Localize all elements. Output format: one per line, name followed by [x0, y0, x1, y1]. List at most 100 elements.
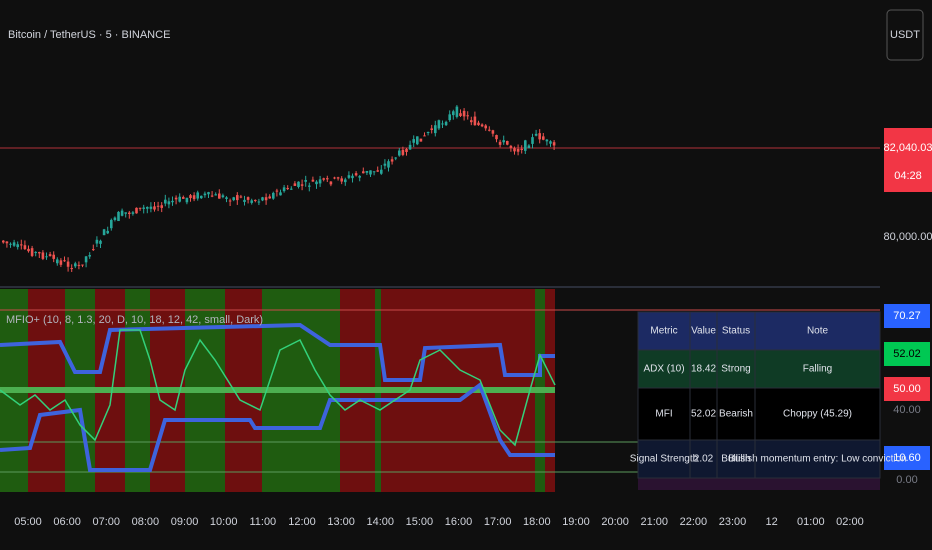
- candle: [74, 263, 77, 267]
- candle: [398, 150, 401, 156]
- candle: [290, 188, 293, 190]
- candle: [225, 197, 228, 199]
- currency-button[interactable]: [886, 9, 924, 61]
- table-row: [637, 387, 881, 441]
- candle: [416, 136, 419, 145]
- candle: [444, 121, 448, 126]
- candle: [149, 206, 153, 209]
- candle: [545, 139, 549, 142]
- candle: [502, 140, 505, 143]
- table-row: [637, 439, 881, 479]
- candle: [9, 243, 12, 245]
- candle: [297, 181, 300, 188]
- candle: [448, 114, 451, 121]
- axis-label: 50.00: [893, 383, 921, 395]
- candle: [70, 268, 73, 270]
- axis-label: 52.02: [893, 348, 921, 360]
- candle: [452, 111, 455, 116]
- axis-label: 10.60: [893, 452, 921, 464]
- candle: [106, 230, 109, 234]
- candle: [462, 110, 466, 117]
- table-cell: Bearish: [719, 409, 753, 420]
- candle: [477, 122, 480, 126]
- time-label: 22:00: [680, 516, 708, 528]
- table-row: [637, 349, 881, 389]
- candle: [394, 157, 397, 159]
- candle: [311, 179, 315, 182]
- candle: [48, 254, 52, 257]
- table-header: Value: [691, 326, 716, 337]
- table-cell: Bullish: [721, 454, 750, 465]
- mfi-line: [0, 329, 556, 447]
- time-label: 21:00: [640, 516, 668, 528]
- candle: [484, 125, 487, 129]
- candle: [210, 195, 214, 197]
- table-cell: 52.02: [691, 409, 716, 420]
- candle: [491, 130, 495, 134]
- candle: [185, 197, 189, 203]
- candle: [27, 248, 30, 252]
- last-price-box: [884, 128, 932, 192]
- candle: [232, 197, 235, 201]
- time-label: 09:00: [171, 516, 199, 528]
- candle: [549, 141, 552, 144]
- table-cell: Falling: [803, 364, 832, 375]
- candle: [531, 137, 534, 144]
- candle: [480, 124, 484, 127]
- candle: [38, 252, 41, 254]
- candle: [77, 264, 81, 266]
- candle: [534, 133, 538, 136]
- candle: [128, 212, 131, 215]
- candle: [113, 217, 117, 220]
- candle: [538, 133, 541, 140]
- candle: [239, 196, 243, 198]
- time-label: 20:00: [601, 516, 629, 528]
- lower-band: [0, 381, 555, 472]
- candle: [153, 206, 156, 210]
- candle: [333, 177, 336, 179]
- candle: [200, 195, 203, 199]
- candle: [120, 210, 124, 216]
- time-label: 05:00: [14, 516, 42, 528]
- upper-band: [0, 322, 555, 382]
- candle: [45, 256, 48, 258]
- candle: [434, 125, 437, 134]
- candle: [412, 139, 415, 143]
- currency[interactable]: USDT: [890, 29, 920, 41]
- time-label: 12: [766, 516, 778, 528]
- table-cell: Strong: [721, 364, 750, 375]
- label-box: [884, 342, 930, 366]
- candle: [196, 192, 199, 199]
- time-label: 06:00: [53, 516, 81, 528]
- candle: [88, 255, 91, 257]
- candle: [426, 131, 430, 133]
- candle: [308, 185, 311, 187]
- candle: [347, 175, 351, 178]
- table-cell: Bullish momentum entry: Low conviction: [728, 454, 906, 465]
- axis-label: 70.27: [893, 310, 921, 322]
- label-box: [884, 304, 930, 328]
- time-label: 19:00: [562, 516, 590, 528]
- last-price: 82,040.03: [884, 142, 932, 154]
- candle: [380, 169, 383, 174]
- time-label: 16:00: [445, 516, 473, 528]
- candle: [408, 144, 412, 150]
- candle: [243, 199, 246, 202]
- candle: [182, 197, 185, 199]
- time-label: 23:00: [719, 516, 747, 528]
- table-cell: MFI: [655, 409, 672, 420]
- table-cell: 2.02: [694, 454, 714, 465]
- time-label: 07:00: [93, 516, 121, 528]
- candle: [246, 197, 250, 200]
- candle: [437, 120, 441, 129]
- time-label: 17:00: [484, 516, 512, 528]
- time-axis: 05:00 06:00 07:00 08:00 09:00 10:00 11:00 12:00…: [14, 516, 863, 528]
- table-cell: Signal Strength: [630, 454, 698, 465]
- candle: [401, 149, 405, 155]
- candle: [369, 170, 372, 175]
- candle: [2, 240, 5, 243]
- axis-label: 40.00: [893, 404, 921, 416]
- candle: [362, 171, 365, 174]
- candle: [390, 159, 394, 162]
